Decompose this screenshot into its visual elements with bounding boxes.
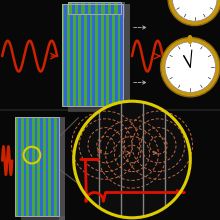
Bar [98,2,101,14]
Bar [108,2,111,14]
Bar [92,4,95,106]
Bar [57,117,59,216]
Bar [85,2,88,14]
Bar [15,117,59,216]
Circle shape [168,0,220,26]
Bar [21,216,65,220]
Bar [78,4,81,106]
Bar [32,117,35,216]
Bar [101,2,104,14]
Bar [121,2,125,18]
Bar [40,117,43,216]
Bar [118,4,120,106]
Circle shape [161,37,220,97]
Bar [51,117,54,216]
Bar [15,117,18,216]
Bar [75,2,78,14]
Bar [67,4,70,106]
Bar [46,117,48,216]
Bar [73,14,125,18]
Bar [81,2,85,14]
Bar [84,4,87,106]
Bar [81,4,84,106]
Bar [109,4,112,106]
Bar [26,117,29,216]
Bar [101,4,104,106]
Bar [59,117,65,220]
Bar [78,2,81,14]
Bar [106,4,109,106]
Bar [123,4,130,112]
Bar [43,117,46,216]
Bar [64,4,67,106]
Bar [120,4,123,106]
Bar [88,2,91,14]
Bar [87,4,90,106]
Circle shape [172,0,217,21]
Bar [68,2,72,14]
Bar [35,117,37,216]
Circle shape [74,101,190,218]
Bar [21,117,24,216]
Bar [104,4,106,106]
Bar [18,117,21,216]
Bar [68,106,130,112]
Bar [62,4,123,106]
Bar [111,2,114,14]
Bar [62,4,64,106]
Bar [104,2,108,14]
Bar [48,117,51,216]
Bar [95,2,98,14]
Bar [70,4,73,106]
Bar [54,117,57,216]
Bar [115,4,118,106]
Bar [76,4,78,106]
Bar [29,117,32,216]
Bar [24,117,26,216]
Bar [95,4,98,106]
Bar [90,4,92,106]
Bar [118,2,121,14]
Bar [72,2,75,14]
Bar [37,117,40,216]
Bar [112,4,115,106]
Circle shape [165,42,216,92]
Bar [114,2,118,14]
Bar [98,4,101,106]
Bar [91,2,95,14]
Bar [73,4,76,106]
Bar [68,2,121,14]
